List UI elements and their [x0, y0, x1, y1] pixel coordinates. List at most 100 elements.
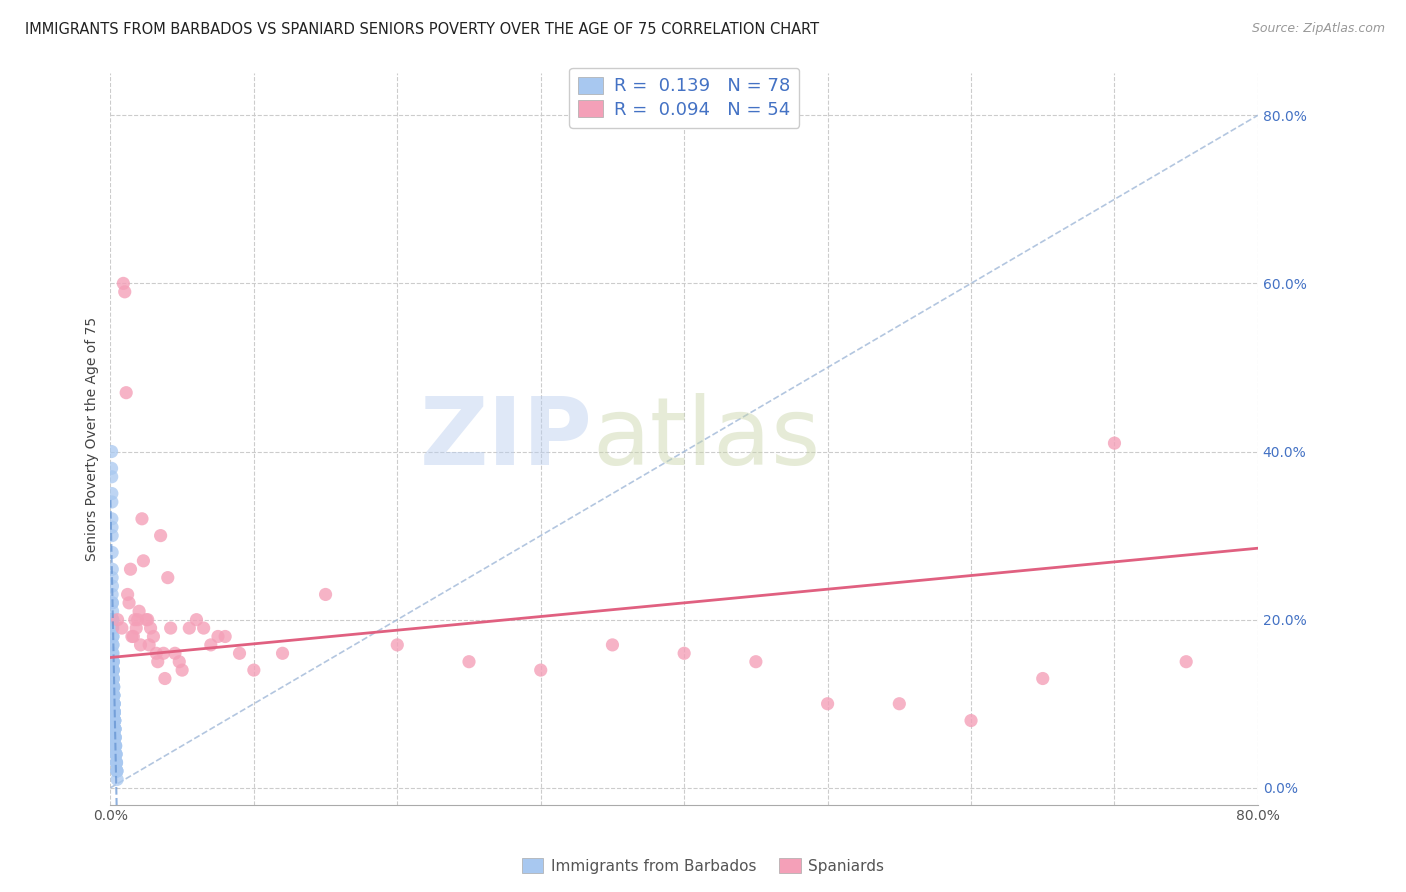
Point: [103, 680, 125, 694]
Point: [101, 630, 124, 644]
Point: [142, 630, 165, 644]
Point: [745, 655, 768, 669]
Point: [104, 739, 127, 753]
Point: [1175, 655, 1198, 669]
Point: [101, 621, 124, 635]
Point: [129, 638, 152, 652]
Point: [101, 596, 124, 610]
Point: [105, 747, 128, 761]
Legend: R =  0.139   N = 78, R =  0.094   N = 54: R = 0.139 N = 78, R = 0.094 N = 54: [569, 68, 800, 128]
Point: [458, 655, 481, 669]
Point: [101, 596, 124, 610]
Point: [817, 697, 839, 711]
Point: [101, 613, 124, 627]
Point: [101, 613, 124, 627]
Point: [128, 604, 150, 618]
Point: [104, 747, 127, 761]
Point: [105, 747, 128, 761]
Point: [101, 630, 124, 644]
Point: [104, 714, 127, 728]
Point: [103, 663, 125, 677]
Point: [101, 562, 124, 576]
Point: [186, 613, 208, 627]
Point: [101, 655, 124, 669]
Point: [101, 613, 124, 627]
Point: [112, 277, 135, 291]
Point: [387, 638, 409, 652]
Point: [103, 689, 125, 703]
Point: [105, 772, 128, 787]
Point: [111, 621, 134, 635]
Point: [122, 630, 145, 644]
Point: [103, 705, 125, 719]
Point: [271, 646, 294, 660]
Point: [101, 486, 124, 500]
Point: [214, 630, 236, 644]
Point: [100, 469, 122, 483]
Point: [101, 655, 124, 669]
Point: [103, 689, 125, 703]
Point: [101, 587, 124, 601]
Point: [105, 756, 128, 770]
Point: [103, 697, 125, 711]
Point: [101, 604, 124, 618]
Point: [207, 630, 229, 644]
Point: [101, 545, 124, 559]
Point: [101, 579, 124, 593]
Point: [103, 705, 125, 719]
Point: [131, 512, 153, 526]
Point: [104, 731, 127, 745]
Point: [105, 764, 128, 778]
Point: [1104, 436, 1126, 450]
Point: [138, 638, 160, 652]
Point: [315, 587, 337, 601]
Point: [103, 697, 125, 711]
Point: [103, 689, 125, 703]
Point: [156, 571, 179, 585]
Point: [103, 689, 125, 703]
Point: [101, 528, 124, 542]
Point: [103, 714, 125, 728]
Point: [115, 385, 138, 400]
Point: [200, 638, 222, 652]
Point: [105, 764, 128, 778]
Point: [104, 714, 127, 728]
Point: [103, 663, 125, 677]
Point: [228, 646, 250, 660]
Point: [121, 630, 143, 644]
Point: [105, 756, 128, 770]
Point: [114, 285, 136, 299]
Point: [103, 697, 125, 711]
Text: IMMIGRANTS FROM BARBADOS VS SPANIARD SENIORS POVERTY OVER THE AGE OF 75 CORRELAT: IMMIGRANTS FROM BARBADOS VS SPANIARD SEN…: [25, 22, 820, 37]
Point: [100, 461, 122, 475]
Point: [101, 638, 124, 652]
Point: [103, 705, 125, 719]
Point: [167, 655, 190, 669]
Point: [103, 672, 125, 686]
Point: [1032, 672, 1054, 686]
Point: [124, 613, 146, 627]
Point: [179, 621, 201, 635]
Point: [153, 672, 176, 686]
Point: [149, 528, 172, 542]
Point: [163, 646, 186, 660]
Point: [103, 705, 125, 719]
Text: ZIP: ZIP: [419, 392, 592, 485]
Point: [104, 714, 127, 728]
Point: [101, 638, 124, 652]
Point: [104, 722, 127, 736]
Point: [103, 655, 125, 669]
Point: [159, 621, 181, 635]
Point: [673, 646, 696, 660]
Point: [101, 646, 124, 660]
Point: [120, 562, 142, 576]
Text: atlas: atlas: [592, 392, 821, 485]
Text: Source: ZipAtlas.com: Source: ZipAtlas.com: [1251, 22, 1385, 36]
Point: [146, 655, 169, 669]
Point: [135, 613, 157, 627]
Point: [104, 739, 127, 753]
Point: [152, 646, 174, 660]
Point: [103, 680, 125, 694]
Point: [101, 571, 124, 585]
Point: [145, 646, 167, 660]
